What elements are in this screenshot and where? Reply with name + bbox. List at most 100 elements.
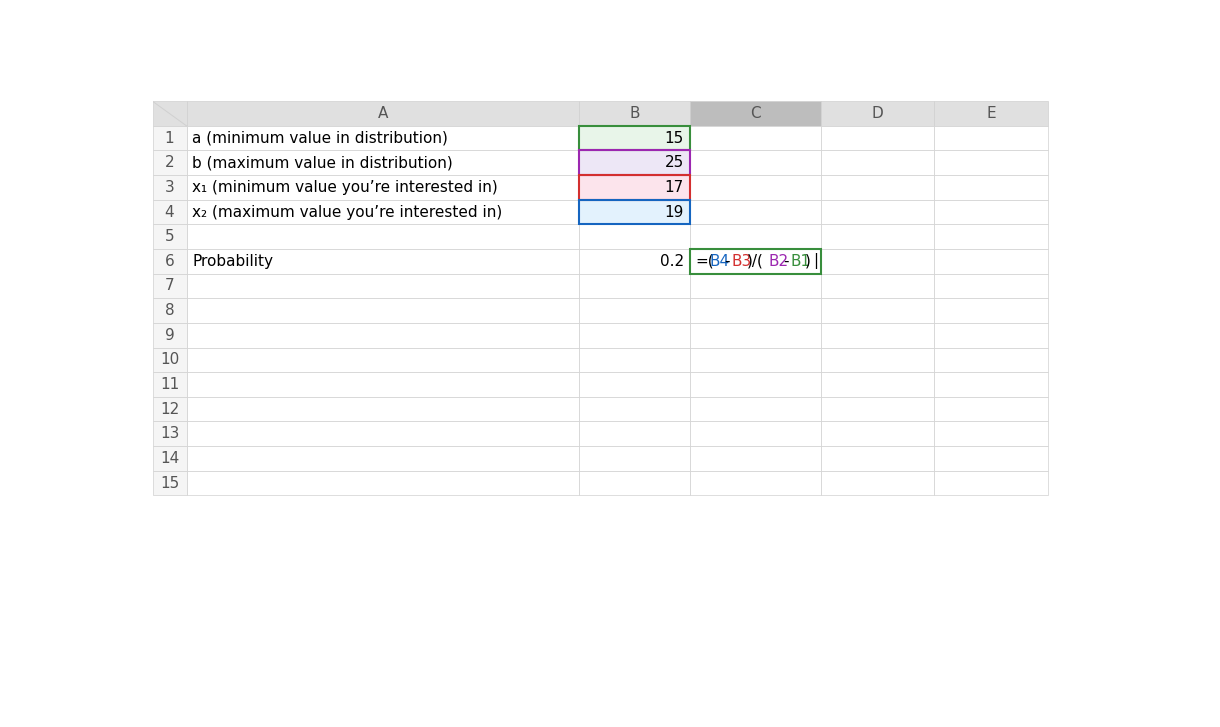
Bar bbox=[691, 200, 821, 225]
Bar bbox=[821, 126, 935, 150]
Bar bbox=[152, 348, 187, 372]
Text: C: C bbox=[750, 106, 761, 121]
Bar bbox=[580, 422, 691, 446]
Text: a (minimum value in distribution): a (minimum value in distribution) bbox=[193, 131, 448, 145]
Bar bbox=[691, 225, 821, 249]
Bar bbox=[152, 175, 187, 200]
Text: 1: 1 bbox=[165, 131, 174, 145]
Bar bbox=[821, 422, 935, 446]
Bar bbox=[187, 273, 579, 298]
Bar bbox=[691, 348, 821, 372]
Bar bbox=[821, 298, 935, 323]
Text: |: | bbox=[813, 253, 817, 269]
Bar bbox=[187, 101, 579, 126]
Text: B3: B3 bbox=[732, 254, 753, 269]
Bar bbox=[935, 446, 1048, 470]
Bar bbox=[935, 225, 1048, 249]
Text: -: - bbox=[783, 254, 789, 269]
Bar bbox=[935, 126, 1048, 150]
Text: )/(: )/( bbox=[747, 254, 764, 269]
Bar bbox=[691, 249, 821, 273]
Bar bbox=[580, 470, 691, 495]
Bar bbox=[691, 101, 821, 126]
Text: B1: B1 bbox=[791, 254, 811, 269]
Bar bbox=[821, 372, 935, 397]
Bar bbox=[691, 298, 821, 323]
Bar bbox=[152, 397, 187, 422]
Text: 12: 12 bbox=[160, 401, 179, 417]
Bar bbox=[580, 249, 691, 273]
Bar bbox=[580, 446, 691, 470]
Text: 11: 11 bbox=[160, 377, 179, 392]
Bar bbox=[821, 273, 935, 298]
Bar bbox=[821, 249, 935, 273]
Bar bbox=[691, 470, 821, 495]
Text: A: A bbox=[377, 106, 388, 121]
Text: -: - bbox=[725, 254, 730, 269]
Text: 6: 6 bbox=[165, 254, 174, 269]
Bar bbox=[152, 470, 187, 495]
Bar bbox=[935, 422, 1048, 446]
Bar bbox=[935, 200, 1048, 225]
Bar bbox=[152, 101, 187, 126]
Bar bbox=[152, 422, 187, 446]
Bar bbox=[935, 323, 1048, 348]
Bar bbox=[580, 298, 691, 323]
Text: 2: 2 bbox=[165, 156, 174, 170]
Bar bbox=[935, 249, 1048, 273]
Bar bbox=[187, 225, 579, 249]
Bar bbox=[580, 372, 691, 397]
Bar bbox=[691, 273, 821, 298]
Bar bbox=[187, 126, 579, 150]
Text: =(: =( bbox=[695, 254, 714, 269]
Text: D: D bbox=[872, 106, 883, 121]
Text: x₁ (minimum value you’re interested in): x₁ (minimum value you’re interested in) bbox=[193, 180, 498, 195]
Text: 0.2: 0.2 bbox=[660, 254, 684, 269]
Bar bbox=[935, 397, 1048, 422]
Bar bbox=[580, 126, 691, 150]
Bar bbox=[580, 397, 691, 422]
Bar bbox=[152, 323, 187, 348]
Bar bbox=[187, 372, 579, 397]
Text: x₂ (maximum value you’re interested in): x₂ (maximum value you’re interested in) bbox=[193, 204, 503, 220]
Bar bbox=[580, 200, 691, 225]
Bar bbox=[187, 470, 579, 495]
Bar bbox=[935, 470, 1048, 495]
Bar bbox=[580, 150, 691, 175]
Bar bbox=[580, 175, 691, 200]
Bar bbox=[580, 126, 691, 150]
Bar bbox=[691, 175, 821, 200]
Bar bbox=[935, 150, 1048, 175]
Bar bbox=[152, 126, 187, 150]
Bar bbox=[187, 422, 579, 446]
Text: B: B bbox=[630, 106, 640, 121]
Bar bbox=[187, 298, 579, 323]
Bar bbox=[580, 225, 691, 249]
Bar bbox=[821, 101, 935, 126]
Bar bbox=[691, 126, 821, 150]
Bar bbox=[935, 101, 1048, 126]
Bar bbox=[152, 273, 187, 298]
Text: 13: 13 bbox=[160, 426, 179, 441]
Bar bbox=[821, 470, 935, 495]
Text: 3: 3 bbox=[165, 180, 174, 195]
Text: 14: 14 bbox=[160, 451, 179, 466]
Bar bbox=[691, 323, 821, 348]
Bar bbox=[691, 372, 821, 397]
Bar bbox=[152, 298, 187, 323]
Bar bbox=[935, 298, 1048, 323]
Bar bbox=[580, 200, 691, 225]
Text: B4: B4 bbox=[710, 254, 730, 269]
Text: 19: 19 bbox=[665, 204, 684, 220]
Bar bbox=[187, 150, 579, 175]
Bar bbox=[187, 323, 579, 348]
Bar bbox=[580, 348, 691, 372]
Bar bbox=[821, 446, 935, 470]
Text: 8: 8 bbox=[165, 303, 174, 318]
Bar bbox=[187, 200, 579, 225]
Bar bbox=[152, 150, 187, 175]
Text: B2: B2 bbox=[769, 254, 789, 269]
Bar bbox=[187, 249, 579, 273]
Text: 10: 10 bbox=[160, 353, 179, 367]
Bar bbox=[821, 150, 935, 175]
